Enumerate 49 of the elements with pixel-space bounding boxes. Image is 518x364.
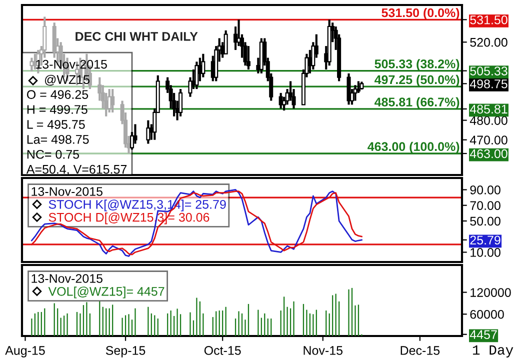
y-tick-label: 470.00 [470, 136, 508, 144]
text: DEC CHI WHT DAILY [76, 32, 198, 41]
y-tick-label: 10.00 [470, 248, 500, 257]
candlestick [146, 119, 150, 145]
x-tick-label: Nov-15 [304, 346, 343, 355]
x-axis-title: 1 Day [472, 345, 514, 358]
candlestick [194, 60, 199, 90]
y-tick-label: 520.00 [470, 38, 508, 47]
y-tick-label: 120000 [470, 288, 511, 297]
legend-title: 13-Nov-2015 [36, 60, 107, 69]
y-tick-label: 498.75 [470, 79, 508, 88]
x-tick-label: Dec-15 [400, 346, 440, 355]
legend-title: 13-Nov-2015 [32, 187, 102, 196]
y-tick-label: 70.00 [470, 201, 500, 210]
annotation: O = 496.25 [26, 90, 88, 99]
x-tick-label: Sep-15 [106, 346, 146, 358]
annotation: @WZ15 [44, 74, 90, 86]
annotation: NC= 0.75 [27, 150, 80, 159]
annotation: L = 495.75 [27, 120, 85, 129]
candlestick [110, 88, 115, 114]
annotation: A=50.4, V=615.57 [26, 164, 127, 176]
ref-line-label: 463.00 (100.0%) [368, 142, 460, 154]
annotation: La= 498.75 [27, 134, 89, 144]
candlestick [346, 72, 351, 106]
candlestick [30, 56, 34, 72]
x-tick-label: Aug-15 [5, 346, 45, 358]
candlestick [353, 84, 358, 102]
candlestick [246, 44, 250, 71]
y-tick-label: 25.79 [470, 236, 500, 245]
candlestick [224, 29, 228, 55]
y-tick-label: 50.00 [470, 216, 500, 226]
candlestick [178, 88, 183, 118]
ref-line-label: 497.25 (50.0%) [374, 74, 460, 87]
ref-line-label: 485.81 (66.7%) [374, 97, 460, 109]
ref-line-label: 531.50 (0.0%) [382, 8, 460, 20]
y-tick-label: 90.00 [470, 186, 500, 194]
y-tick-label: 485.81 [470, 104, 508, 114]
annotation: H = 499.75 [27, 105, 88, 114]
series-label: VOL[@WZ15]= 4457 [48, 286, 164, 298]
y-tick-label: 531.50 [470, 15, 508, 24]
legend-title: 13-Nov-2015 [32, 274, 102, 283]
x-tick-label: Oct-15 [204, 346, 241, 355]
y-tick-label: 505.33 [470, 66, 508, 76]
y-tick-label: 480.00 [470, 116, 508, 125]
y-tick-label: 60000 [470, 310, 504, 319]
ref-line-label: 505.33 (38.2%) [374, 59, 460, 71]
candlestick [201, 52, 206, 78]
y-tick-label: 4457 [470, 330, 497, 340]
y-tick-label: 463.00 [470, 149, 508, 158]
